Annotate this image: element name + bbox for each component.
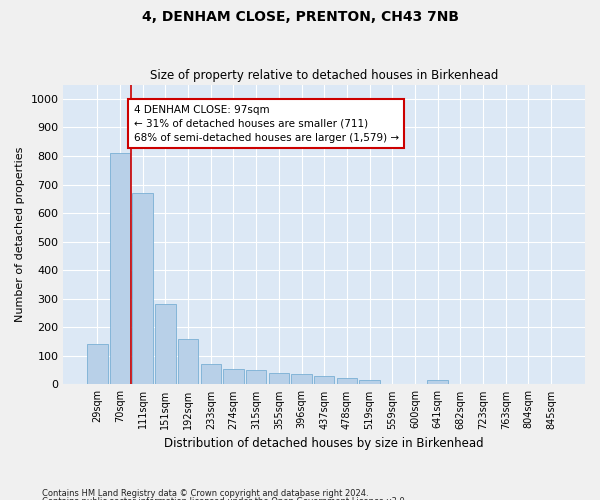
Y-axis label: Number of detached properties: Number of detached properties [15,147,25,322]
Bar [223,368,244,384]
Text: 4 DENHAM CLOSE: 97sqm
← 31% of detached houses are smaller (711)
68% of semi-det: 4 DENHAM CLOSE: 97sqm ← 31% of detached … [134,104,399,142]
Bar [292,374,312,384]
Bar [200,364,221,384]
Bar [178,338,198,384]
Bar [133,193,153,384]
X-axis label: Distribution of detached houses by size in Birkenhead: Distribution of detached houses by size … [164,437,484,450]
Text: Contains HM Land Registry data © Crown copyright and database right 2024.: Contains HM Land Registry data © Crown c… [42,488,368,498]
Bar [246,370,266,384]
Text: Contains public sector information licensed under the Open Government Licence v3: Contains public sector information licen… [42,497,407,500]
Bar [337,378,357,384]
Bar [155,304,176,384]
Bar [314,376,334,384]
Bar [110,153,130,384]
Title: Size of property relative to detached houses in Birkenhead: Size of property relative to detached ho… [150,69,499,82]
Bar [427,380,448,384]
Bar [87,344,107,385]
Bar [269,373,289,384]
Text: 4, DENHAM CLOSE, PRENTON, CH43 7NB: 4, DENHAM CLOSE, PRENTON, CH43 7NB [142,10,458,24]
Bar [359,380,380,384]
